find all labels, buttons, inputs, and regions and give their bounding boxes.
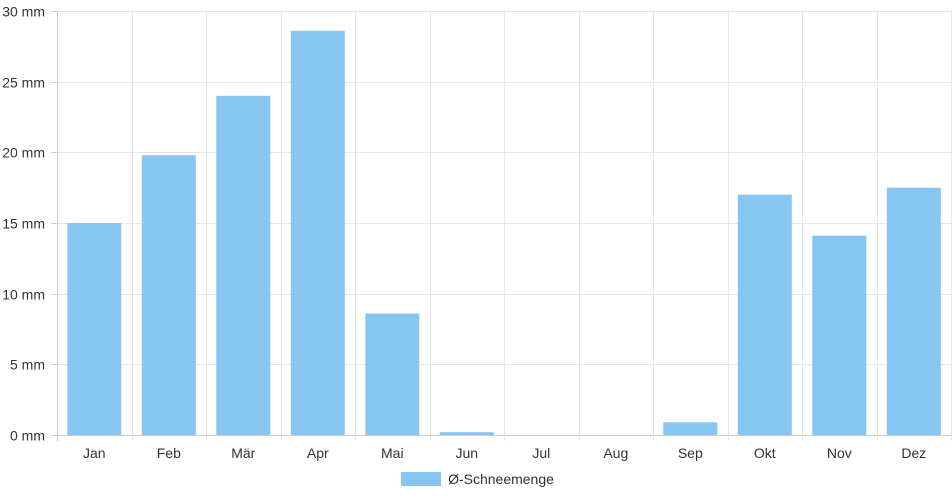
bar-Okt[interactable] — [737, 194, 792, 435]
bar-Nov[interactable] — [812, 235, 867, 435]
x-tick-label: Mär — [231, 445, 255, 461]
y-tick-label: 30 mm — [2, 4, 45, 20]
bar-Jan[interactable] — [67, 223, 122, 435]
legend-label: Ø-Schneemenge — [448, 471, 554, 487]
x-tick-label: Nov — [827, 445, 852, 461]
x-tick-label: Aug — [603, 445, 628, 461]
bar-Dez[interactable] — [886, 187, 941, 435]
legend[interactable]: Ø-Schneemenge — [0, 471, 952, 487]
axes: 0 mm 5 mm 10 mm 15 mm 20 mm 25 mm 30 mm Jan Feb M… — [2, 4, 926, 462]
x-tick-label: Dez — [901, 445, 926, 461]
bar-Feb[interactable] — [141, 155, 196, 435]
bar-chart: 0 mm 5 mm 10 mm 15 mm 20 mm 25 mm 30 mm Jan Feb M… — [2, 4, 952, 462]
bar-Sep[interactable] — [663, 422, 718, 435]
bar-Jun[interactable] — [439, 432, 494, 435]
y-tick-label: 20 mm — [2, 145, 45, 161]
x-tick-label: Apr — [307, 445, 329, 461]
y-tick-label: 0 mm — [10, 428, 45, 444]
y-tick-label: 10 mm — [2, 287, 45, 303]
grid — [57, 11, 952, 441]
x-tick-label: Okt — [754, 445, 776, 461]
bar-Mai[interactable] — [365, 313, 420, 436]
x-tick-label: Sep — [678, 445, 703, 461]
x-tick-label: Feb — [157, 445, 181, 461]
x-tick-label: Jan — [83, 445, 106, 461]
y-tick-label: 5 mm — [10, 357, 45, 373]
legend-swatch — [401, 472, 442, 486]
x-tick-label: Jul — [532, 445, 550, 461]
bar-Apr[interactable] — [290, 30, 345, 436]
y-tick-label: 25 mm — [2, 75, 45, 91]
y-tick-label: 15 mm — [2, 216, 45, 232]
x-tick-label: Jun — [456, 445, 479, 461]
bars — [67, 30, 941, 436]
bar-Mär[interactable] — [216, 95, 271, 436]
x-tick-label: Mai — [381, 445, 404, 461]
